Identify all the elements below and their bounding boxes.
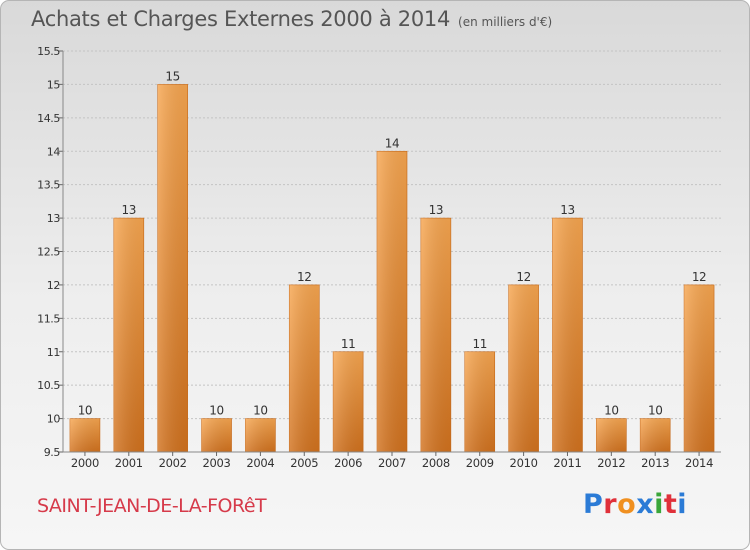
bar-highlight [201,418,232,452]
y-tick-label: 15 [47,78,61,91]
x-tick-label: 2003 [202,456,230,470]
chart-subtitle: (en milliers d'€) [458,15,553,29]
x-tick-label: 2010 [510,456,538,470]
y-tick-label: 10 [47,413,61,426]
x-tick-label: 2012 [597,456,625,470]
x-tick-label: 2011 [553,456,581,470]
bar-highlight [420,218,451,452]
bar-highlight [245,418,276,452]
data-label: 10 [78,404,92,418]
x-tick-label: 2006 [334,456,362,470]
x-tick-label: 2008 [422,456,450,470]
x-tick-label: 2005 [290,456,318,470]
bar-highlight [377,151,407,452]
bar-highlight [640,418,671,452]
logo-letter: t [663,489,678,520]
x-tick-label: 2001 [115,456,143,470]
x-tick-label: 2013 [641,456,669,470]
data-label: 10 [209,404,223,418]
logo-letter: x [636,489,655,520]
bar-highlight [596,418,627,452]
data-label: 13 [429,203,443,217]
bar-highlight [333,351,364,452]
x-tick-label: 2004 [246,456,274,470]
y-tick-label: 11.5 [37,312,60,325]
data-label: 11 [341,337,355,351]
x-tick-label: 2009 [466,456,494,470]
logo-letter: r [603,489,618,520]
bar-series: 10 13 15 10 10 12 11 14 13 11 12 13 10 10 12 [69,69,715,453]
proxiti-logo: Proxiti [583,489,687,520]
bar-highlight [113,218,144,452]
bar-highlight [552,218,583,452]
data-label: 13 [122,203,136,217]
logo-letter: i [654,489,664,520]
commune-name: SAINT-JEAN-DE-LA-FORêT [37,495,267,517]
y-tick-label: 12 [47,279,60,292]
y-tick-label: 11 [47,346,60,359]
logo-letter: o [617,489,637,520]
logo-letter: P [583,489,604,520]
data-label: 11 [472,337,486,351]
y-tick-label: 10.5 [37,379,60,392]
y-tick-label: 14.5 [37,112,60,125]
x-tick-label: 2014 [685,456,713,470]
data-label: 10 [648,404,662,418]
y-axis: 9.5 10 10.5 11 11.5 12 12.5 13 13.5 14 14.5 15 15.5 [37,45,64,459]
data-label: 12 [516,270,530,284]
x-tick-label: 2002 [159,456,187,470]
x-axis: 2000 2001 2002 2003 2004 2005 2006 2007 2008 2009… [63,451,721,470]
bar-highlight [157,84,188,453]
y-tick-label: 14 [47,145,61,158]
y-tick-label: 15.5 [37,45,60,58]
chart-title: Achats et Charges Externes 2000 à 2014 [31,7,451,31]
y-tick-label: 12.5 [37,246,60,259]
bar-highlight [508,284,539,452]
chart-title-area: Achats et Charges Externes 2000 à 2014 (e… [31,7,552,31]
bar-highlight [464,351,495,452]
y-tick-label: 13.5 [37,179,60,192]
data-label: 10 [604,404,618,418]
logo-letter: i [677,489,688,520]
bar-highlight [684,284,715,452]
data-label: 12 [297,270,311,284]
y-tick-label: 13 [47,212,61,225]
x-tick-label: 2000 [71,456,99,470]
data-label: 12 [692,270,706,284]
data-label: 15 [165,69,179,83]
bar-highlight [289,284,320,452]
data-label: 10 [253,404,267,418]
data-label: 13 [560,203,574,217]
x-tick-label: 2007 [378,456,406,470]
bar-highlight [69,418,100,452]
data-label: 14 [385,136,399,150]
y-tick-label: 9.5 [44,446,61,459]
